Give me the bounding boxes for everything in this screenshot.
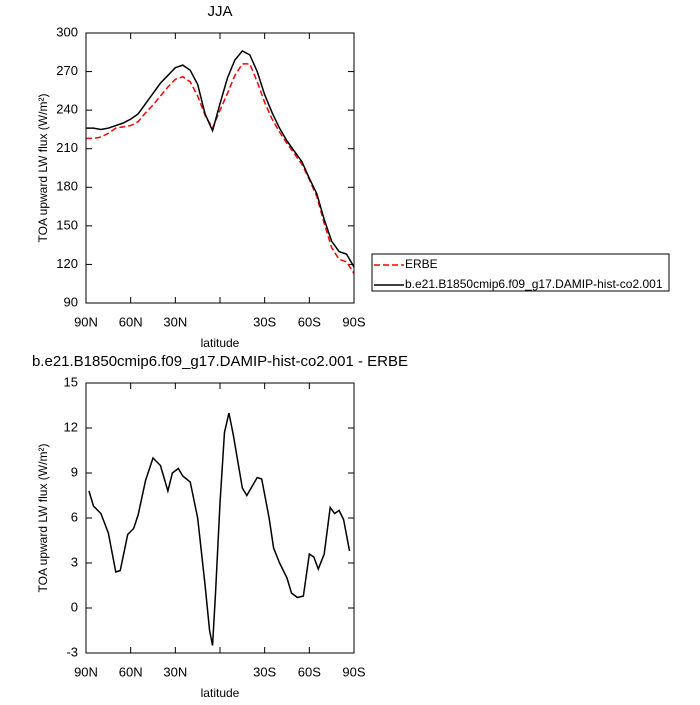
x-tick-label: 30S xyxy=(253,664,276,679)
data-line xyxy=(86,50,355,268)
y-tick-label: 90 xyxy=(64,294,78,309)
y-tick-label: 210 xyxy=(56,140,78,155)
y-tick-label: 3 xyxy=(71,554,78,569)
x-tick-label: 90S xyxy=(342,664,365,679)
x-tick-label: 90S xyxy=(342,314,365,329)
y-tick-label: 9 xyxy=(71,464,78,479)
y-tick-label: 270 xyxy=(56,63,78,78)
plot-frame xyxy=(85,32,355,304)
legend-label: ERBE xyxy=(405,257,438,271)
x-tick-label: 60S xyxy=(298,664,321,679)
data-line xyxy=(86,63,355,274)
y-tick-label: 6 xyxy=(71,509,78,524)
y-axis-label: TOA upward LW flux (W/m²) xyxy=(36,94,50,243)
x-tick-label: 60N xyxy=(119,664,143,679)
x-tick-label: 60S xyxy=(298,314,321,329)
y-tick-label: 15 xyxy=(64,374,78,389)
legend-label: b.e21.B1850cmip6.f09_g17.DAMIP-hist-co2.… xyxy=(405,277,663,291)
y-tick-label: 0 xyxy=(71,599,78,614)
x-tick-label: 60N xyxy=(119,314,143,329)
y-axis-label: TOA upward LW flux (W/m²) xyxy=(36,444,50,593)
chart-title: b.e21.B1850cmip6.f09_g17.DAMIP-hist-co2.… xyxy=(32,353,408,370)
y-tick-label: 240 xyxy=(56,102,78,117)
x-tick-label: 30N xyxy=(163,664,187,679)
y-tick-label: 120 xyxy=(56,256,78,271)
x-tick-label: 30S xyxy=(253,314,276,329)
plot-frame xyxy=(85,382,355,654)
x-axis-label: latitude xyxy=(201,686,240,700)
x-tick-label: 30N xyxy=(163,314,187,329)
y-tick-label: 12 xyxy=(64,419,78,434)
y-tick-label: 150 xyxy=(56,217,78,232)
y-tick-label: -3 xyxy=(66,644,78,659)
y-tick-label: 180 xyxy=(56,179,78,194)
data-line xyxy=(88,412,351,646)
x-tick-label: 90N xyxy=(74,314,98,329)
chart-title: JJA xyxy=(207,3,232,20)
x-axis-label: latitude xyxy=(201,336,240,350)
legend-box xyxy=(371,253,670,292)
y-tick-label: 300 xyxy=(56,24,78,39)
x-tick-label: 90N xyxy=(74,664,98,679)
